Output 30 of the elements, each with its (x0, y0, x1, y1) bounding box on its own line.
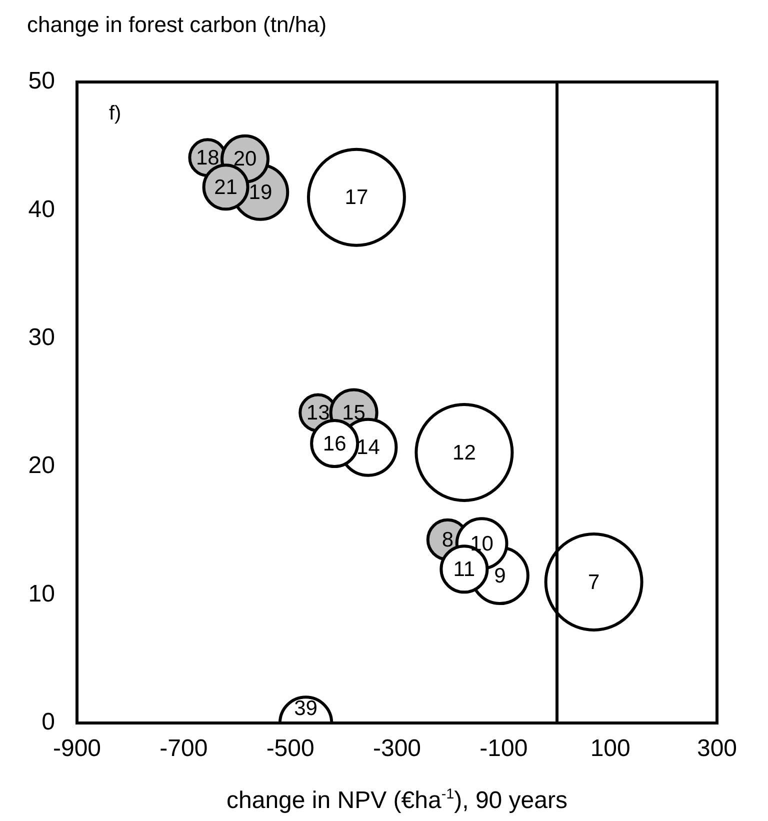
annotation: 16 (322, 432, 346, 456)
annotation: f) (109, 102, 122, 125)
y-tick-label: 0 (42, 708, 55, 736)
y-tick-label: 10 (28, 580, 55, 608)
annotation: 11 (453, 558, 476, 581)
annotation: 9 (494, 564, 506, 588)
x-tick-label: 300 (696, 735, 738, 762)
y-tick-label: 50 (28, 68, 55, 95)
x-tick-label: -700 (160, 735, 208, 762)
y-tick-label: 40 (28, 196, 55, 223)
x-tick-label: -100 (480, 735, 528, 762)
annotation: 20 (233, 148, 257, 171)
x-tick-label: -900 (52, 735, 102, 762)
x-tick-label: -500 (266, 735, 314, 762)
annotation: 7 (588, 570, 600, 594)
x-tick-label: 100 (590, 735, 630, 762)
annotation: 8 (442, 528, 454, 552)
x-tick-label: -300 (372, 735, 422, 762)
annotation: 13 (306, 402, 330, 425)
annotation: 39 (294, 696, 318, 720)
y-tick-label: 20 (28, 452, 55, 480)
annotation: 18 (196, 146, 220, 170)
annotation: 17 (344, 186, 368, 210)
annotation: 14 (356, 436, 380, 460)
annotation: 12 (452, 441, 476, 464)
annotation: 15 (342, 402, 366, 425)
annotation: 19 (248, 181, 272, 204)
annotation: 21 (214, 176, 238, 199)
y-axis-title: change in forest carbon (tn/ha) (27, 12, 327, 37)
y-tick-label: 30 (28, 324, 55, 352)
